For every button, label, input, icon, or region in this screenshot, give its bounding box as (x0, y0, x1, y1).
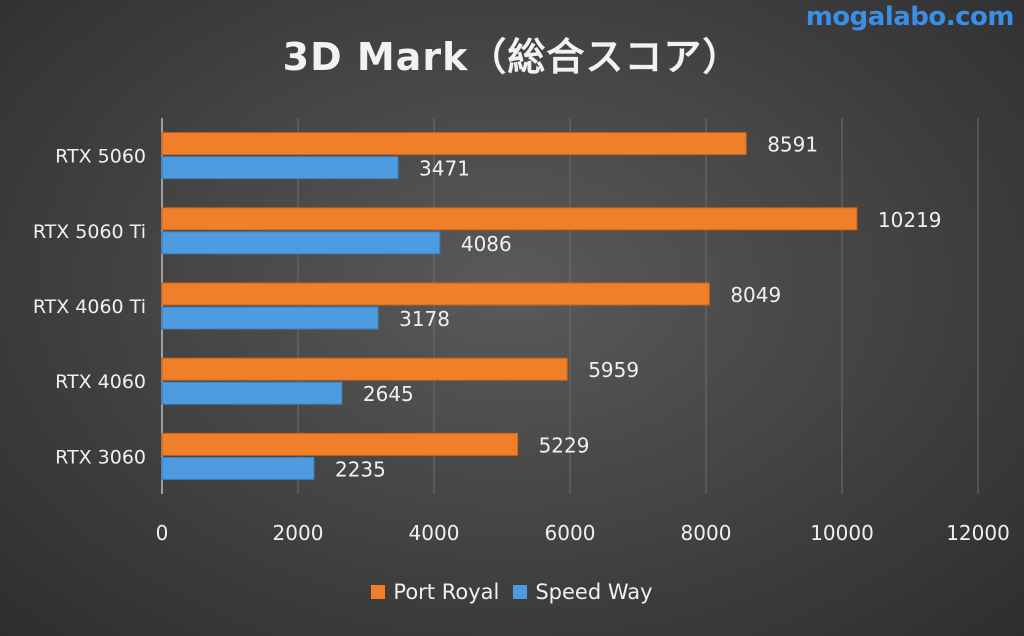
x-tick-label: 0 (156, 521, 169, 545)
watermark: mogalabo.com (805, 2, 1015, 32)
bar-speed-way (161, 381, 343, 405)
x-tick-label: 6000 (545, 521, 596, 545)
bar-speed-way (161, 306, 379, 330)
x-tick-label: 4000 (409, 521, 460, 545)
category-label: RTX 4060 (55, 371, 146, 393)
bar-speed-way (161, 231, 441, 255)
category-label: RTX 3060 (55, 446, 146, 468)
bar-port-royal (161, 357, 568, 381)
bar-port-royal (161, 132, 747, 156)
x-tick-label: 12000 (946, 521, 1010, 545)
data-label-port-royal: 10219 (878, 208, 942, 232)
data-label-speed-way: 4086 (461, 232, 512, 256)
bar-port-royal (161, 432, 519, 456)
bar-port-royal (161, 207, 858, 231)
bar-port-royal (161, 282, 710, 306)
category-label: RTX 4060 Ti (33, 296, 146, 318)
data-label-port-royal: 5959 (588, 358, 639, 382)
data-label-port-royal: 5229 (539, 433, 590, 457)
legend-swatch-port-royal (371, 585, 386, 599)
legend-item-speed-way: Speed Way (513, 580, 653, 604)
category-label: RTX 5060 Ti (33, 221, 146, 243)
x-tick-label: 10000 (810, 521, 874, 545)
grid-layer (161, 118, 979, 494)
labels-layer: 0 2000 4000 6000 8000 10000 12000 RTX 5060 8591 3… (33, 133, 1010, 545)
bars-layer (161, 132, 858, 480)
bar-speed-way (161, 156, 399, 180)
x-tick-label: 8000 (681, 521, 732, 545)
chart-title: 3D Mark（総合スコア） (282, 35, 742, 79)
bar-speed-way (161, 456, 315, 480)
legend-label-speed-way: Speed Way (535, 580, 653, 604)
category-label: RTX 5060 (55, 146, 146, 168)
x-tick-label: 2000 (273, 521, 324, 545)
data-label-speed-way: 3178 (399, 307, 450, 331)
data-label-port-royal: 8591 (767, 133, 818, 157)
legend-item-port-royal: Port Royal (371, 580, 499, 604)
data-label-speed-way: 2645 (363, 382, 414, 406)
data-label-speed-way: 2235 (335, 457, 386, 481)
legend: Port Royal Speed Way (0, 580, 1024, 604)
data-label-port-royal: 8049 (730, 283, 781, 307)
legend-swatch-speed-way (513, 585, 528, 599)
data-label-speed-way: 3471 (419, 157, 470, 181)
legend-label-port-royal: Port Royal (393, 580, 500, 604)
